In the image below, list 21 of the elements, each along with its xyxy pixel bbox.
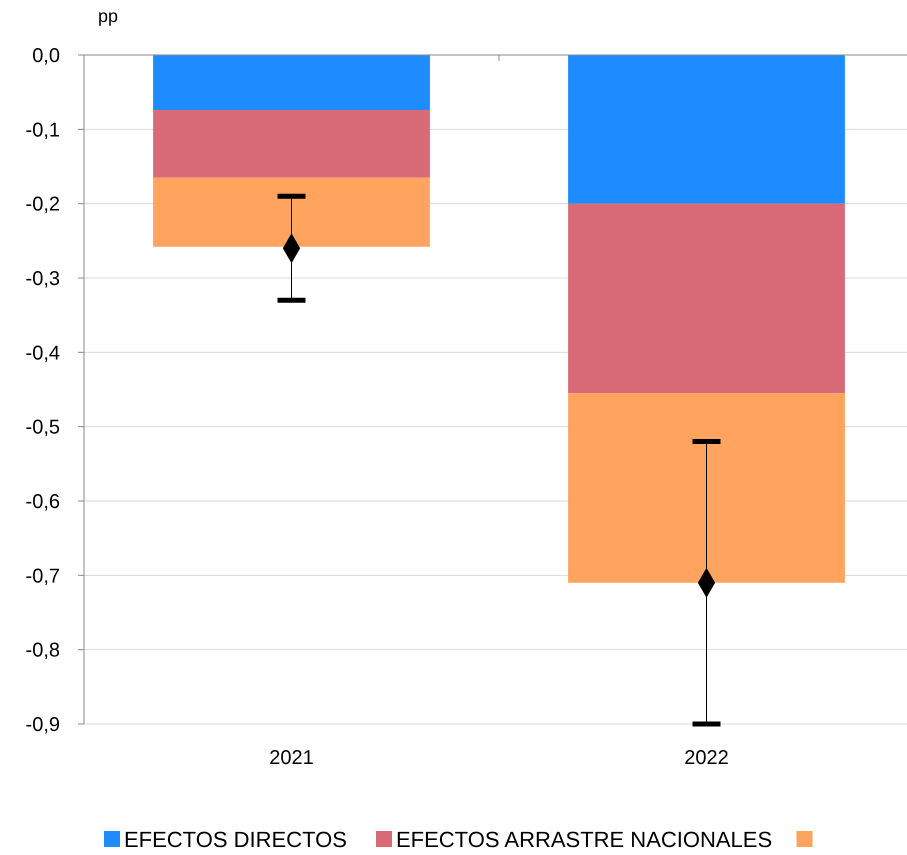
bar — [568, 55, 845, 204]
bar — [568, 393, 845, 583]
bar — [153, 55, 430, 110]
y-tick-label: -0,9 — [26, 714, 60, 736]
y-tick-label: -0,2 — [26, 194, 60, 216]
bar — [153, 178, 430, 247]
y-tick-label: -0,4 — [26, 342, 60, 364]
legend-label: EFECTOS ARRASTRE NACIONALES — [396, 827, 772, 852]
y-tick-label: 0,0 — [32, 45, 60, 67]
x-tick-label: 2021 — [269, 747, 314, 769]
y-tick-label: -0,5 — [26, 416, 60, 439]
x-tick-label: 2022 — [684, 747, 729, 769]
y-tick-label: -0,1 — [26, 119, 60, 142]
y-tick-label: -0,7 — [26, 565, 60, 588]
legend-label: EFECTOS DIRECTOS — [124, 827, 347, 852]
y-tick-label: -0,6 — [26, 491, 60, 513]
y-axis-title: pp — [98, 6, 118, 26]
y-tick-label: -0,3 — [26, 268, 60, 290]
y-tick-label: -0,8 — [26, 640, 60, 662]
bar — [568, 204, 845, 394]
bar — [153, 110, 430, 178]
